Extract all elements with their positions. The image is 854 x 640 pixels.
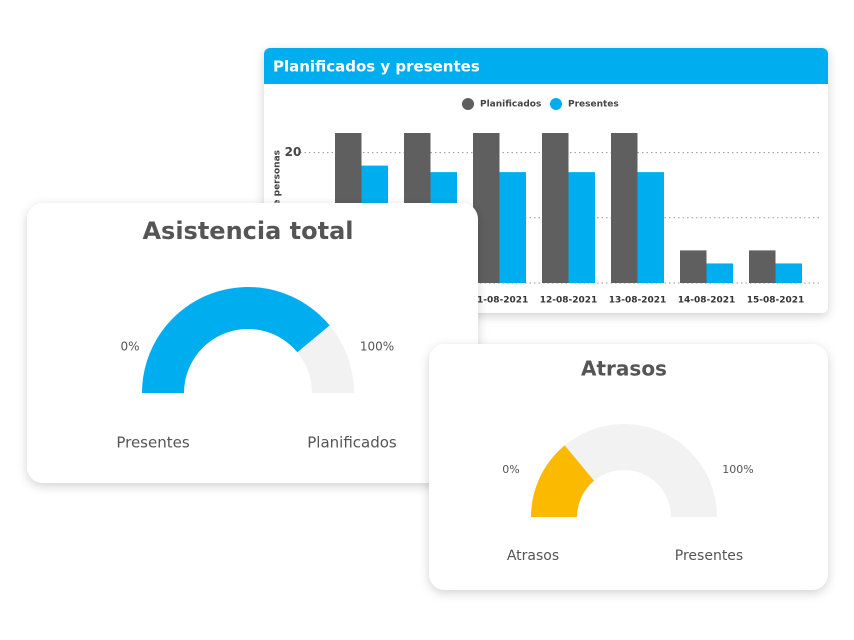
bar [706,263,733,283]
x-tick-label: 13-08-2021 [609,296,667,306]
gauge-label: Presentes [116,434,190,452]
gauge-tick-label: 100% [722,463,753,476]
gauge-value [142,287,330,393]
gauge-card: Atrasos 0% 100% Atrasos Presentes [429,344,828,590]
legend-label: Presentes [568,100,619,110]
legend-swatch [462,98,474,110]
legend-swatch [550,98,562,110]
panel-title: Planificados y presentes [273,58,480,76]
gauge-tick-label: 0% [502,463,519,476]
bar [568,172,595,283]
bar [749,250,776,283]
gauge-label: Atrasos [507,548,559,564]
panel-header [264,48,828,84]
gauge-tick-label: 100% [360,340,394,354]
x-tick-label: 12-08-2021 [540,296,598,306]
card [27,203,478,483]
legend-label: Planificados [480,100,541,110]
gauge-card: Asistencia total 0% 100% Presentes Planifica… [27,203,478,483]
bar [775,263,802,283]
x-tick-label: 11-08-2021 [471,296,529,306]
bar [680,250,707,283]
bar [637,172,664,283]
gauge-label: Presentes [675,548,743,564]
gauge-label: Planificados [307,434,397,452]
gauge-value [531,445,595,517]
card-title: Asistencia total [142,217,353,245]
bar [499,172,526,283]
x-tick-label: 15-08-2021 [747,296,805,306]
bar [611,133,638,283]
bar [542,133,569,283]
x-tick-label: 14-08-2021 [678,296,736,306]
gauge-tick-label: 0% [120,340,139,354]
card-title: Atrasos [581,357,667,381]
y-tick-label: 20 [285,145,302,159]
